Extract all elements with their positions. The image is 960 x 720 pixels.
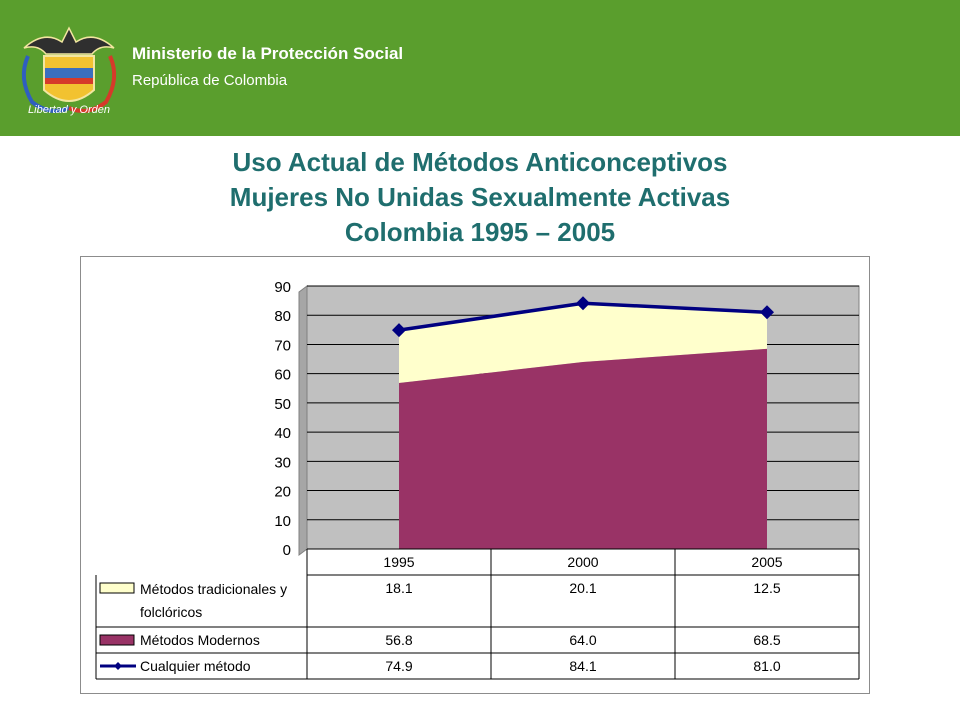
data-label: 84.1 [569,658,596,674]
data-label: 56.8 [385,632,412,648]
line-marker-cualquier-metodo [392,323,406,338]
y-tick-label: 90 [274,279,291,296]
line-marker-cualquier-metodo [760,305,774,320]
legend-key [99,582,135,594]
data-label: 64.0 [569,632,596,648]
legend-label: Métodos Modernos [140,632,260,648]
data-label: 12.5 [753,580,780,596]
data-label: 81.0 [753,658,780,674]
data-label: 20.1 [569,580,596,596]
seal-motto: Libertad y Orden [28,104,110,116]
y-tick-label: 50 [274,396,291,413]
area-metodos-modernos [399,348,767,549]
y-tick-label: 30 [274,454,291,471]
chart-title-line-3: Colombia 1995 – 2005 [344,217,616,247]
data-label: 68.5 [753,632,780,648]
legend-label: Métodos tradicionales y [140,581,287,597]
y-tick-label: 20 [274,484,291,501]
plot-side-wall [298,285,308,556]
legend-label: Cualquier método [140,658,251,674]
area-chart: 0 10 20 30 40 50 60 70 80 90 1995 2000 2005 Métodos t… [95,279,860,680]
line-marker-cualquier-metodo [576,296,590,311]
data-label: 74.9 [385,658,412,674]
legend-label: folclóricos [140,604,202,620]
y-tick-label: 40 [274,425,291,442]
chart-frame: 0 10 20 30 40 50 60 70 80 90 1995 2000 2005 Métodos t… [80,256,870,694]
y-tick-label: 10 [274,513,291,530]
y-tick-label: 60 [274,367,291,384]
area-metodos-tradicionales [399,303,767,384]
colombia-coat-of-arms-icon [21,26,117,113]
country-name: República de Colombia [132,72,288,89]
organization-name: Ministerio de la Protección Social [132,44,404,63]
y-tick-label: 80 [274,308,291,325]
chart-title-line-1: Uso Actual de Métodos Anticonceptivos [232,147,728,177]
legend-key [99,634,135,646]
legend-key-marker [114,662,122,670]
y-tick-label: 0 [283,542,291,559]
x-category-label: 2000 [567,554,598,570]
data-label: 18.1 [385,580,412,596]
chart-title-line-2: Mujeres No Unidas Sexualmente Activas [229,182,731,212]
header-banner: Libertad y Orden Ministerio de la Protec… [0,0,960,136]
x-category-label: 2005 [751,554,782,570]
x-category-label: 1995 [383,554,414,570]
y-tick-label: 70 [274,337,291,354]
